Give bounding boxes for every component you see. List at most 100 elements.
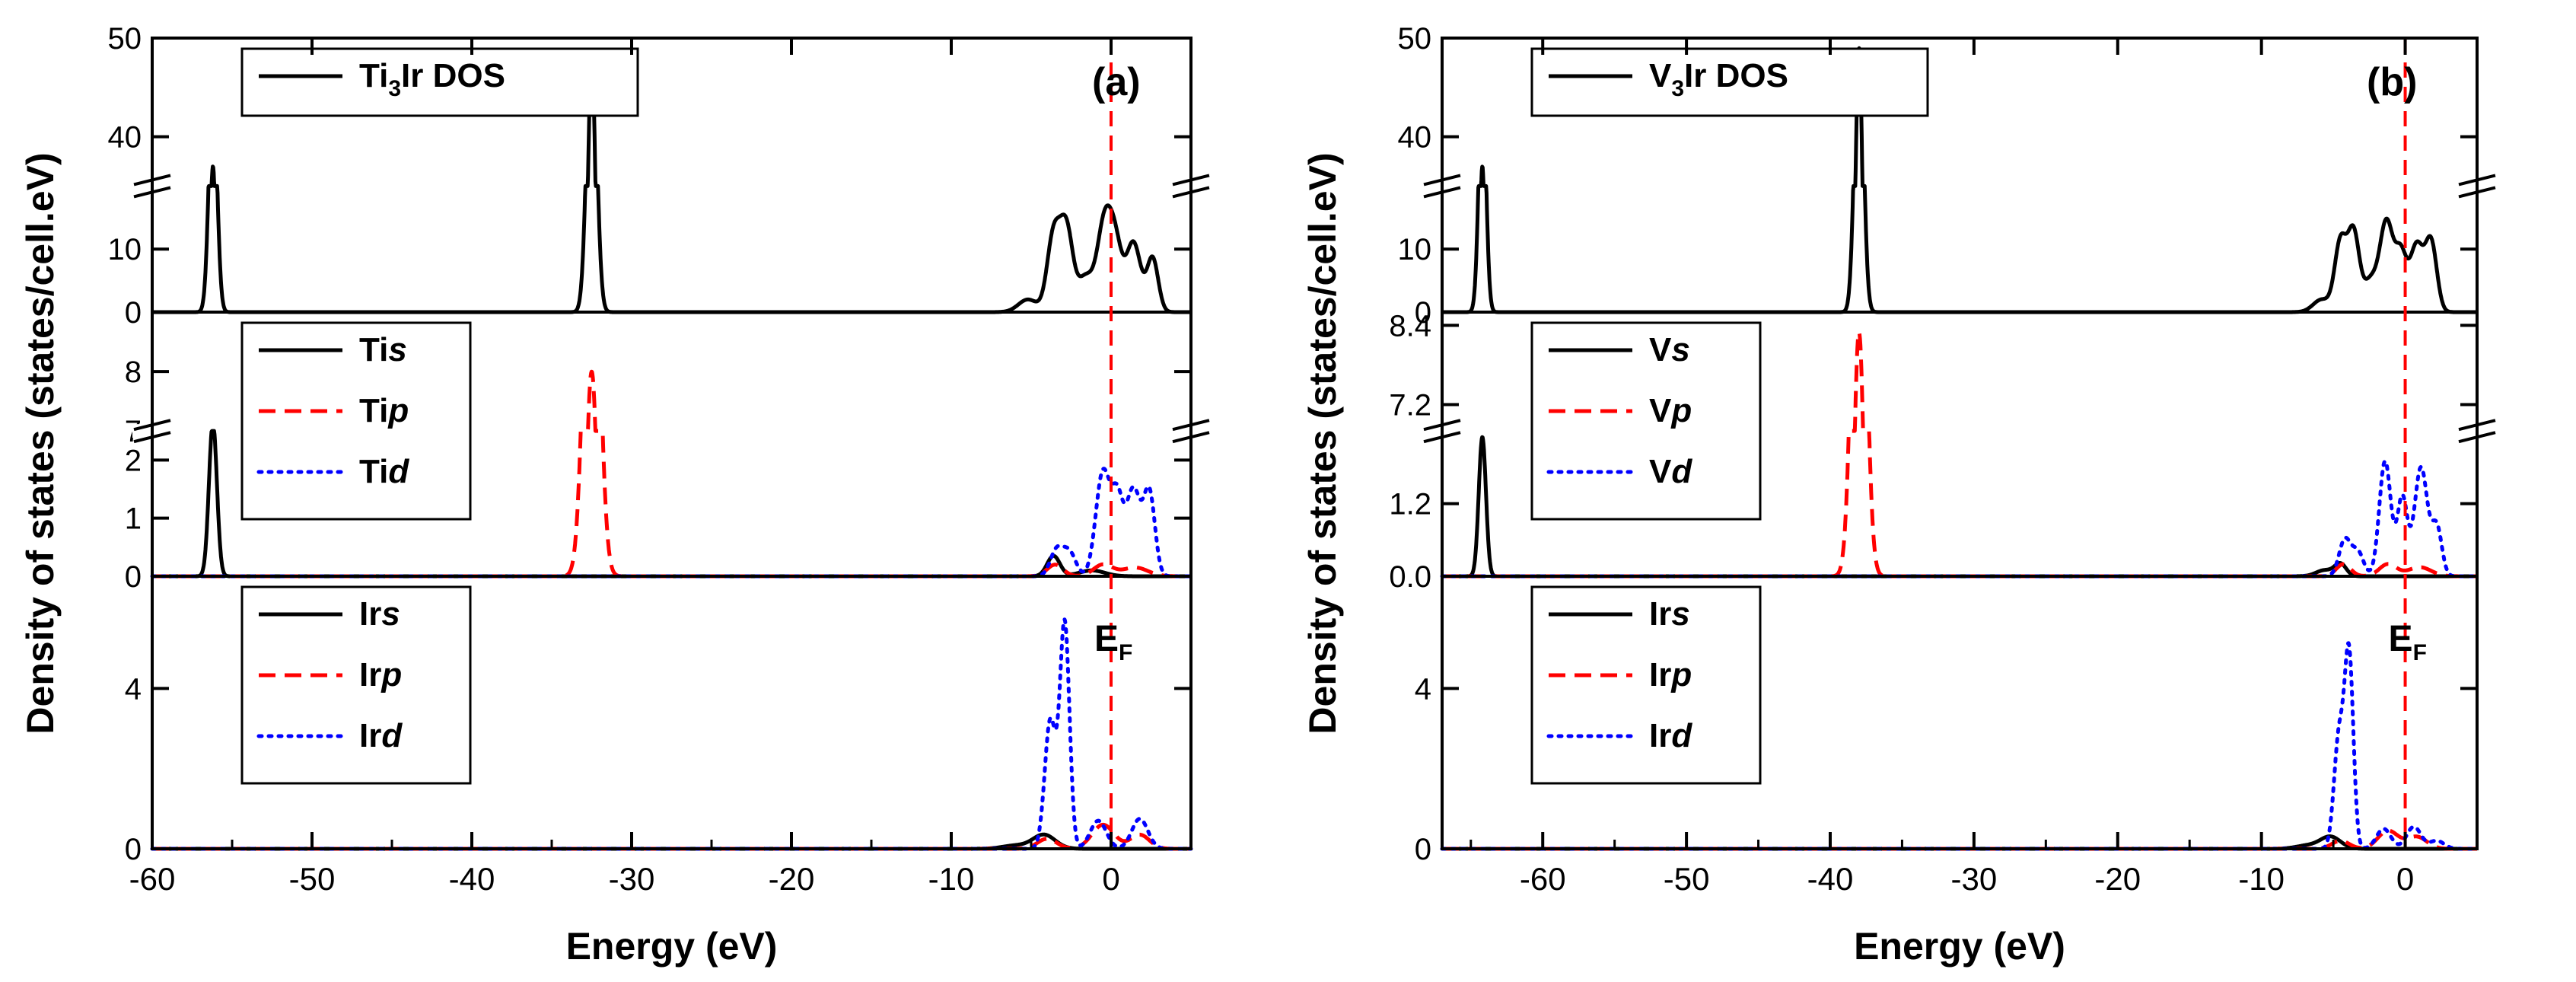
- x-tick-label: -50: [1664, 861, 1710, 897]
- y-tick-label: 40: [1398, 121, 1432, 155]
- legend-label-orbital: s: [1671, 595, 1689, 633]
- y-tick-label: 0: [1415, 296, 1431, 330]
- fermi-label-sub: F: [2413, 640, 2427, 665]
- legend-label-main: Ti: [359, 57, 388, 94]
- fermi-label-main: E: [1094, 619, 1119, 659]
- legend-label-orbital: p: [1670, 656, 1692, 693]
- legend-label: Irs: [1649, 595, 1690, 633]
- subplot-frame: [151, 575, 1192, 850]
- legend-label-main: Ir: [1649, 595, 1671, 633]
- fermi-label: EF: [2389, 619, 2427, 665]
- legend-label-main: V: [1649, 392, 1672, 429]
- legend-label-orbital: d: [381, 717, 403, 754]
- legend-label-main: Ir: [359, 595, 381, 633]
- legend-box: [240, 321, 472, 521]
- legend-label-main: Ti: [359, 392, 388, 429]
- legend-label-orbital: p: [1670, 392, 1692, 429]
- legend-label: Tip: [359, 392, 409, 429]
- legend-label: Tis: [359, 331, 407, 368]
- y-tick-label: 0: [125, 833, 142, 866]
- legend-label: Vd: [1649, 453, 1692, 490]
- legend-label-main: V: [1649, 331, 1672, 368]
- subplot-total: 0 10 40 50 Ti3Ir DOS: [108, 22, 1211, 330]
- legend-label-orbital: s: [388, 331, 406, 368]
- legend-box: [240, 47, 639, 117]
- legend: V3Ir DOS: [1530, 47, 1929, 117]
- y-tick-label: 7.2: [1389, 388, 1431, 422]
- subplot-frame: [1441, 575, 2479, 850]
- y-tick-label: 1: [125, 502, 142, 536]
- y-tick-label: 10: [1398, 233, 1432, 266]
- y-tick-label: 4: [1415, 672, 1431, 706]
- y-tick-label: 0: [125, 296, 142, 330]
- legend-label-main: Ir: [1649, 717, 1671, 754]
- legend-label: Irs: [359, 595, 400, 633]
- x-tick-label: -60: [129, 861, 176, 897]
- legend-label-orbital: s: [381, 595, 400, 633]
- x-tick-label: -30: [1951, 861, 1998, 897]
- x-tick-label: 0: [1102, 861, 1119, 897]
- legend-label-orbital: d: [1671, 717, 1692, 754]
- legend-label: Ird: [1649, 717, 1692, 754]
- legend-label: V3Ir DOS: [1649, 57, 1788, 101]
- legend-label-main: Ti: [359, 331, 388, 368]
- legend-label: Irp: [359, 656, 402, 693]
- x-tick-label: -40: [449, 861, 495, 897]
- y-tick-label: 4: [125, 672, 142, 706]
- legend-box: [1530, 585, 1762, 785]
- fermi-label-sub: F: [1119, 640, 1132, 665]
- x-tick-label: -10: [928, 861, 975, 897]
- x-tick-label: -50: [289, 861, 336, 897]
- y-axis-label: Density of states (states/cell.eV): [19, 152, 62, 734]
- legend-label-main: Ti: [359, 453, 388, 490]
- legend-label: Ird: [359, 717, 403, 754]
- legend-label: Ti3Ir DOS: [359, 57, 505, 101]
- legend-label-orbital: s: [1671, 331, 1689, 368]
- y-tick-label: 2: [125, 444, 142, 477]
- y-tick-label: 0: [125, 560, 142, 594]
- legend-label: Vp: [1649, 392, 1692, 429]
- y-tick-label: 50: [1398, 22, 1432, 56]
- legend-label-orbital: d: [1671, 453, 1692, 490]
- x-tick-label: -20: [2094, 861, 2141, 897]
- legend-label-rest: Ir DOS: [401, 57, 505, 94]
- x-tick-label: -40: [1807, 861, 1854, 897]
- legend-label-sub: 3: [1671, 76, 1684, 101]
- legend-label-main: Ir: [359, 656, 381, 693]
- legend-label-main: Ir: [359, 717, 381, 754]
- panel-label: (b): [2367, 60, 2417, 104]
- panel-label: (a): [1092, 60, 1141, 104]
- legend-label-orbital: d: [388, 453, 409, 490]
- fermi-label-main: E: [2389, 619, 2413, 659]
- legend-label-orbital: p: [381, 656, 402, 693]
- legend-label: Irp: [1649, 656, 1692, 693]
- legend: Ti3Ir DOS: [240, 47, 639, 117]
- legend-box: [1530, 47, 1929, 117]
- legend-box: [240, 585, 472, 785]
- legend-label-orbital: p: [387, 392, 409, 429]
- y-tick-label: 10: [108, 233, 142, 266]
- fermi-label: EF: [1094, 619, 1132, 665]
- legend-label-main: V: [1649, 57, 1672, 94]
- legend-label-main: V: [1649, 453, 1672, 490]
- x-tick-label: -60: [1520, 861, 1566, 897]
- y-tick-label: 40: [108, 121, 142, 155]
- legend-label-main: Ir: [1649, 656, 1671, 693]
- x-axis-label: Energy (eV): [1854, 925, 2065, 968]
- legend-label-rest: Ir DOS: [1684, 57, 1788, 94]
- y-tick-label: 0: [1415, 833, 1431, 866]
- x-tick-label: 0: [2396, 861, 2414, 897]
- y-tick-label: 0.0: [1389, 560, 1431, 594]
- x-tick-label: -30: [609, 861, 655, 897]
- legend-label-sub: 3: [388, 76, 401, 101]
- x-axis-label: Energy (eV): [566, 925, 778, 968]
- x-tick-label: -20: [769, 861, 815, 897]
